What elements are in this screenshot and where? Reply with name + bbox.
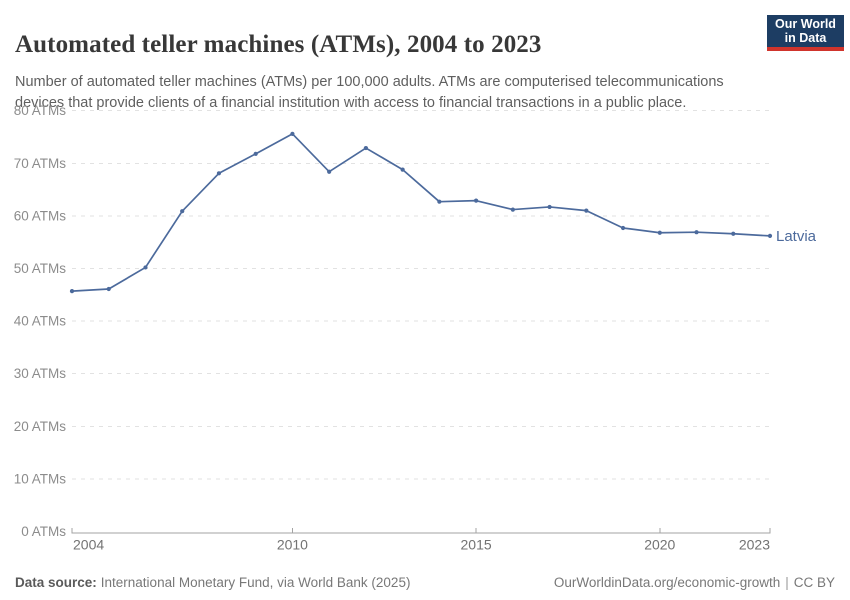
data-source: Data source: International Monetary Fund,…: [15, 575, 410, 590]
x-axis-tick-label: 2023: [739, 537, 770, 553]
data-point: [620, 225, 626, 231]
chart-subtitle: Number of automated teller machines (ATM…: [15, 73, 724, 111]
y-axis-tick-label: 20 ATMs: [14, 419, 67, 434]
data-point: [657, 230, 662, 235]
x-axis-tick-label: 2015: [461, 537, 492, 553]
data-point: [400, 167, 405, 172]
data-source-text: International Monetary Fund, via World B…: [100, 574, 411, 590]
owid-logo-line1: Our World: [775, 17, 836, 31]
data-point: [731, 231, 736, 236]
data-point: [216, 171, 222, 176]
data-point: [363, 145, 368, 151]
data-point: [584, 208, 589, 213]
page-title: Automated teller machines (ATMs), 2004 t…: [15, 30, 542, 58]
data-point: [547, 204, 552, 210]
data-point: [69, 289, 75, 294]
y-axis-tick-label: 50 ATMs: [14, 261, 67, 276]
footer-links: OurWorldinData.org/economic-growth | CC BY: [554, 575, 835, 590]
y-axis-tick-label: 60 ATMs: [14, 208, 67, 223]
data-point: [767, 233, 773, 238]
data-point: [143, 265, 148, 270]
data-point: [694, 230, 699, 235]
y-axis-tick-label: 40 ATMs: [14, 314, 67, 329]
owid-logo-line2: in Data: [784, 31, 827, 45]
data-point: [510, 207, 515, 212]
data-point: [180, 209, 185, 214]
y-axis-tick-label: 30 ATMs: [14, 366, 67, 381]
data-point: [437, 199, 442, 204]
x-axis-tick-label: 2004: [73, 537, 104, 553]
data-point: [327, 169, 332, 174]
data-point: [290, 131, 295, 136]
y-axis-tick-label: 0 ATMs: [21, 524, 66, 539]
chart-footer: Data source: International Monetary Fund,…: [15, 570, 835, 594]
data-source-label: Data source:: [15, 574, 97, 590]
data-point: [106, 286, 111, 292]
license-text: CC BY: [793, 574, 835, 590]
x-axis-tick-label: 2020: [644, 537, 675, 553]
x-axis-tick-label: 2010: [277, 537, 308, 553]
data-point: [253, 151, 258, 156]
series-label: Latvia: [776, 228, 817, 245]
footer-separator: |: [785, 574, 789, 590]
y-axis-tick-label: 10 ATMs: [14, 471, 67, 486]
owid-url-link[interactable]: OurWorldinData.org/economic-growth: [553, 574, 781, 590]
y-axis-tick-label: 70 ATMs: [14, 156, 67, 171]
data-line: [71, 132, 771, 292]
y-axis-tick-label: 80 ATMs: [14, 103, 67, 118]
owid-logo[interactable]: Our World in Data: [767, 15, 844, 51]
data-point: [474, 198, 479, 203]
